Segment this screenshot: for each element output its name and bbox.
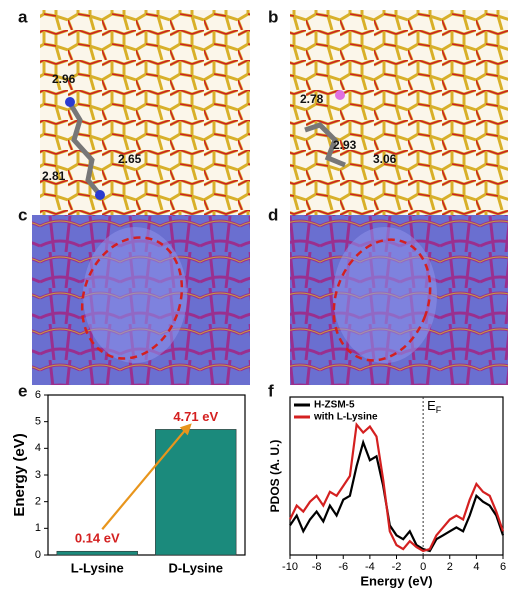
y-tick-label: 2 [35,496,41,508]
x-tick-label: L-Lysine [71,560,124,575]
panel-b-image [290,10,508,215]
x-tick-label: -2 [392,561,402,573]
y-axis-label: PDOS (A. U.) [268,440,282,513]
x-tick-label: 0 [420,561,426,573]
panel-c-image [32,215,250,385]
panel-label: b [268,7,278,26]
fermi-label-main: E [427,398,436,413]
x-tick-label: -10 [282,561,298,573]
y-tick-label: 3 [35,469,41,481]
legend-label: H-ZSM-5 [314,400,355,411]
x-tick-label: -8 [312,561,322,573]
y-axis-label: Energy (eV) [11,433,28,516]
distance-label: 2.93 [333,138,357,152]
panel-d-image [290,215,508,385]
x-tick-label: -4 [365,561,375,573]
fermi-label-sub: F [436,405,442,415]
trend-arrow [101,428,187,530]
bar [155,429,237,556]
x-tick-label: 6 [500,561,506,573]
fermi-label: EF [427,398,442,415]
distance-label: 2.81 [42,169,66,183]
legend-label: with L-Lysine [313,412,378,423]
bar [56,550,138,556]
y-tick-label: 4 [35,442,41,454]
panel-label: d [268,205,278,224]
distance-label: 2.96 [52,72,76,86]
distance-label: 3.06 [373,152,397,166]
panel-a-image [40,10,250,215]
x-axis-label: Energy (eV) [360,573,432,588]
x-tick-label: 2 [447,561,453,573]
x-tick-label: D-Lysine [169,560,223,575]
y-tick-label: 6 [35,389,41,401]
series-line [289,438,505,553]
y-tick-label: 5 [35,416,41,428]
arrow-head [179,423,192,436]
distance-label: 2.78 [300,92,324,106]
value-label: 0.14 eV [75,531,120,546]
y-tick-label: 0 [35,549,41,561]
panel-label: e [18,381,27,400]
panel-label: f [268,381,274,400]
panel-label: c [18,205,27,224]
series-line [289,421,505,553]
distance-label: 2.65 [118,152,142,166]
x-tick-label: 4 [473,561,479,573]
panel-label: a [18,7,28,26]
y-tick-label: 1 [35,522,41,534]
value-label: 4.71 eV [173,409,218,424]
x-tick-label: -6 [338,561,348,573]
